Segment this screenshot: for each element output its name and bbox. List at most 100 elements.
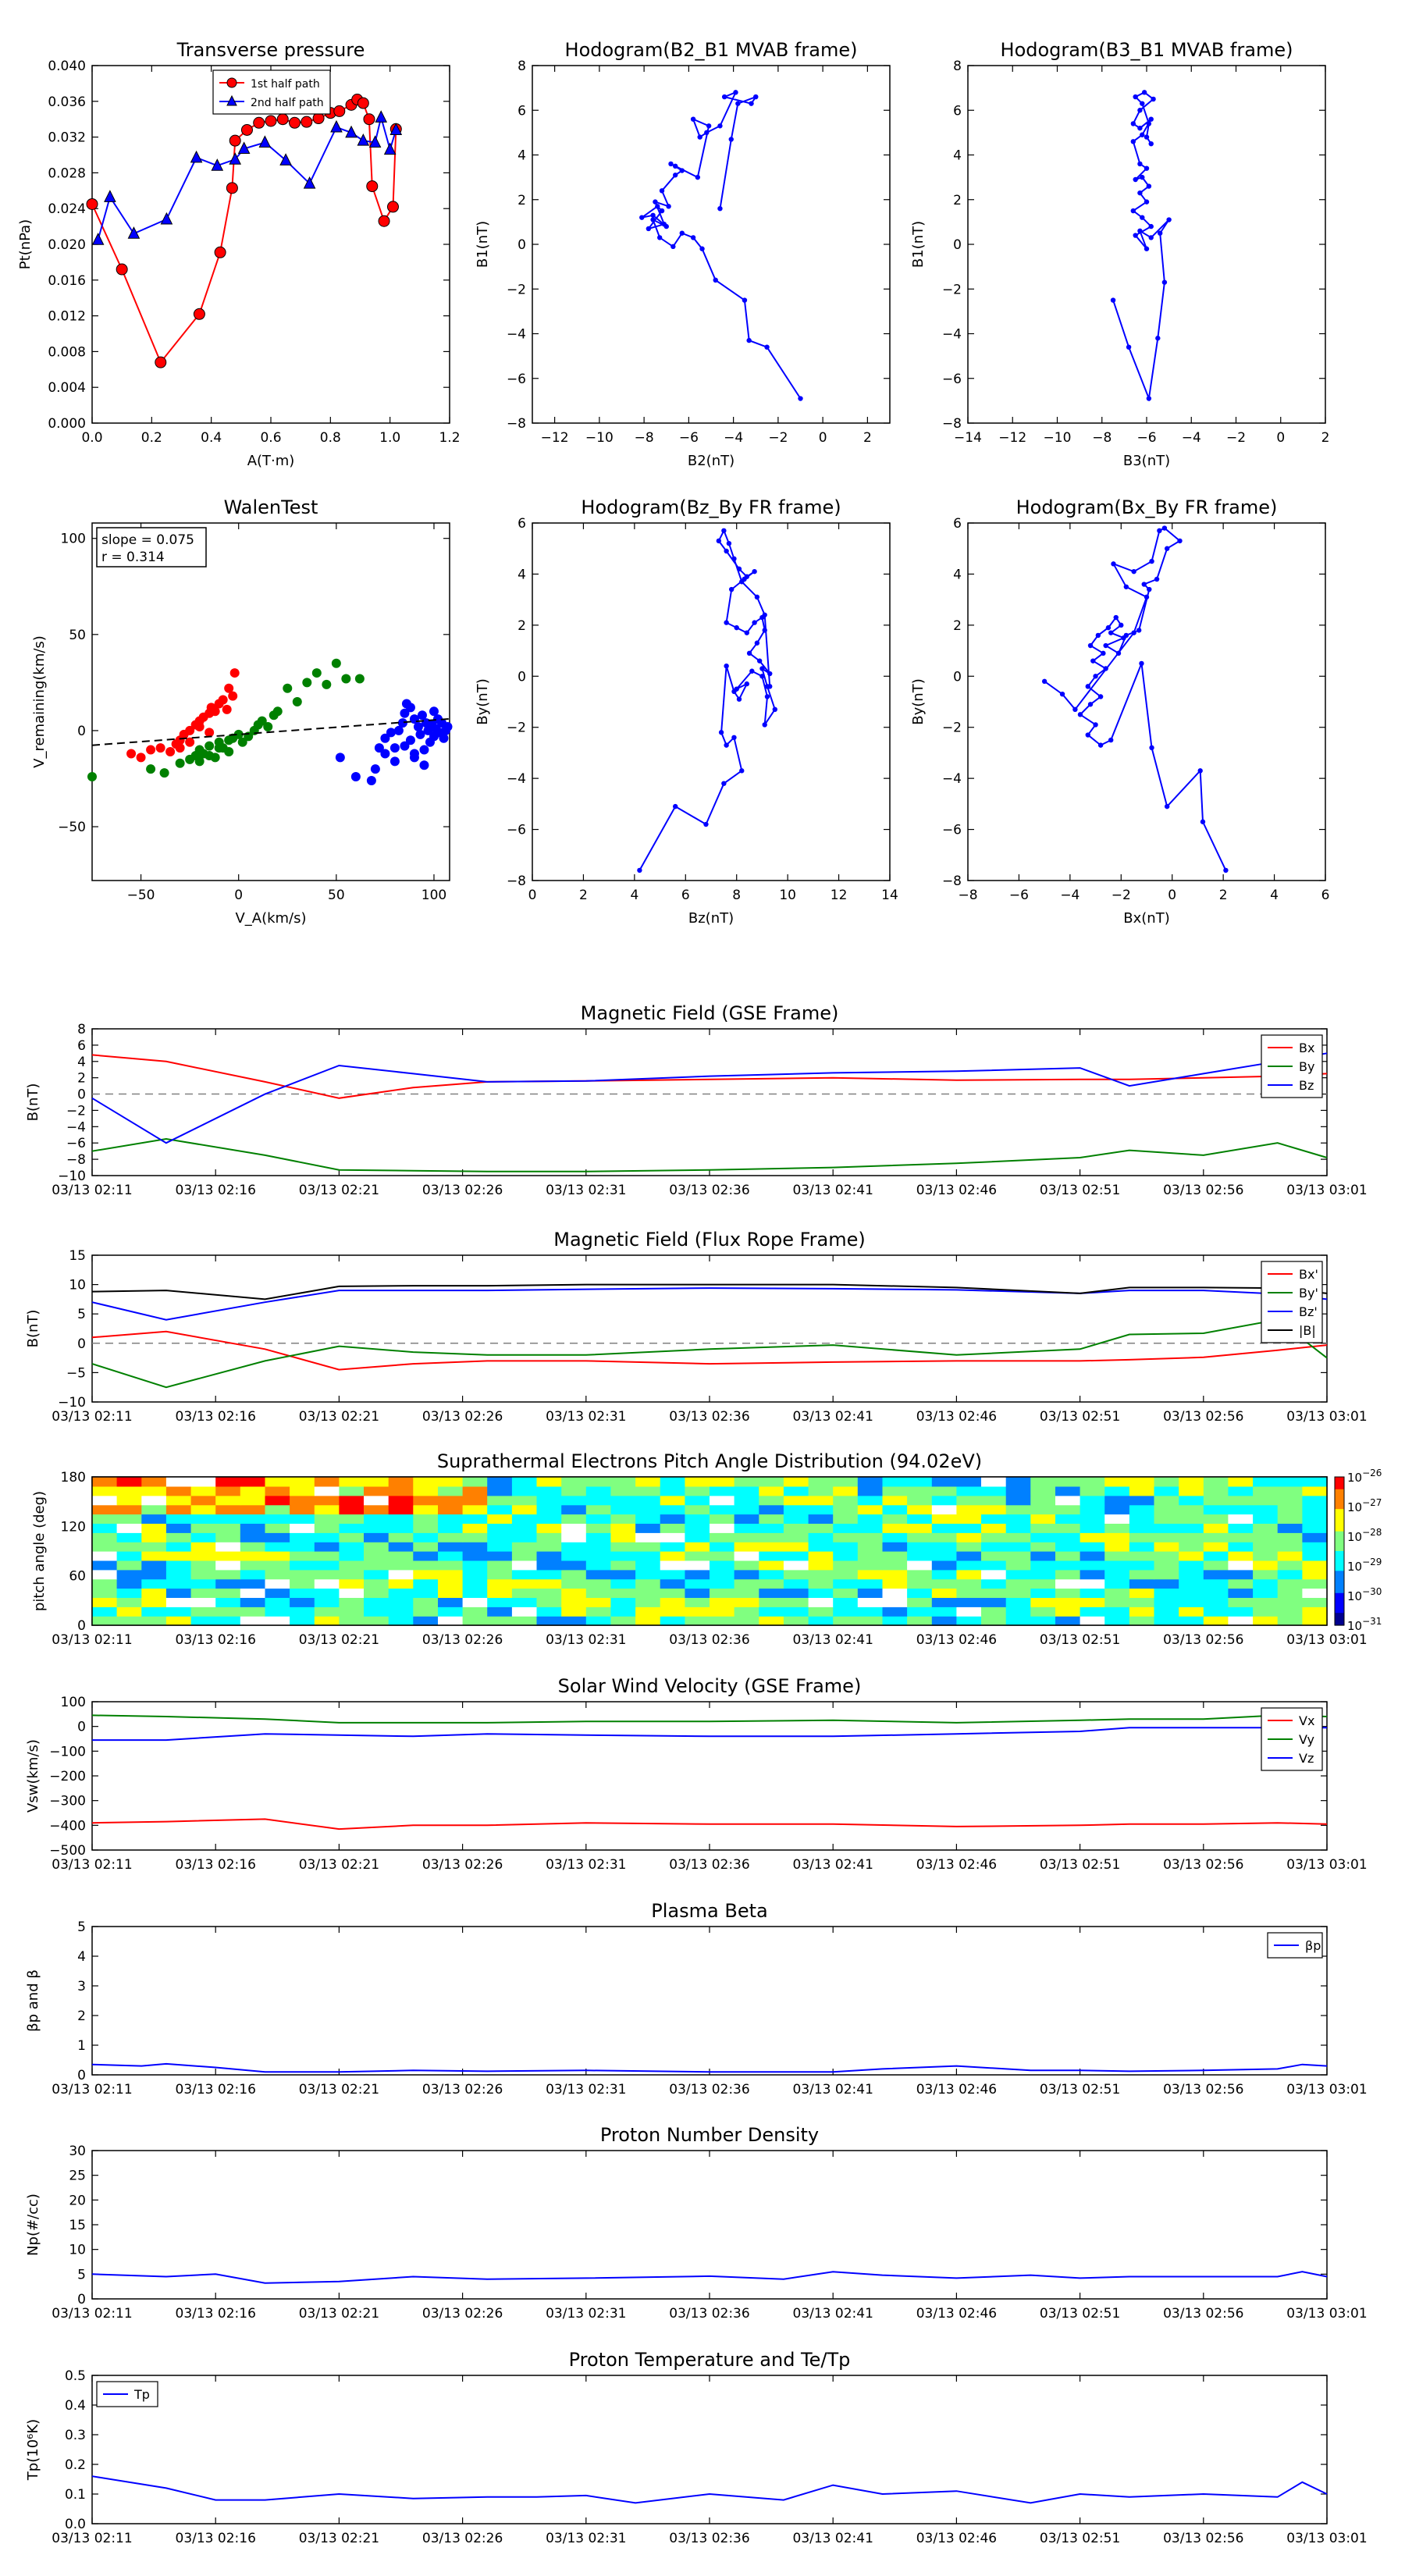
heatmap-cell bbox=[462, 1514, 488, 1524]
heatmap-cell bbox=[561, 1560, 587, 1571]
x-tick-label: 03/13 02:11 bbox=[52, 2082, 132, 2097]
heatmap-cell bbox=[339, 1560, 365, 1571]
heatmap-cell bbox=[116, 1616, 142, 1626]
y-tick-label: 3 bbox=[77, 1979, 86, 1994]
x-tick-label: −6 bbox=[679, 430, 699, 446]
heatmap-cell bbox=[364, 1578, 389, 1589]
data-point bbox=[655, 204, 660, 209]
heatmap-cell bbox=[536, 1551, 562, 1561]
heatmap-cell bbox=[1253, 1578, 1279, 1589]
colorbar-cell bbox=[1335, 1553, 1344, 1557]
heatmap-cell bbox=[165, 1569, 192, 1580]
heatmap-cell bbox=[857, 1588, 883, 1598]
x-tick-label: 03/13 02:46 bbox=[916, 1857, 997, 1873]
heatmap-cell bbox=[660, 1542, 685, 1552]
heatmap-cell bbox=[487, 1514, 513, 1524]
series-line-0 bbox=[1112, 91, 1170, 402]
chart-title: WalenTest bbox=[224, 496, 318, 518]
heatmap-cell bbox=[734, 1569, 759, 1580]
heatmap-cell bbox=[462, 1616, 488, 1626]
heatmap-cell bbox=[265, 1542, 290, 1552]
heatmap-cell bbox=[1277, 1616, 1303, 1626]
heatmap-cell bbox=[1030, 1504, 1056, 1515]
data-point bbox=[386, 201, 399, 213]
y-tick-label: −8 bbox=[66, 1152, 86, 1168]
data-point bbox=[380, 733, 390, 743]
heatmap-cell bbox=[1203, 1495, 1229, 1506]
x-tick-label: 03/13 02:26 bbox=[422, 2082, 503, 2097]
data-point bbox=[1123, 584, 1129, 589]
heatmap-cell bbox=[1030, 1551, 1056, 1561]
heatmap-cell bbox=[783, 1551, 809, 1561]
data-point bbox=[409, 749, 419, 759]
heatmap-cell bbox=[314, 1523, 340, 1533]
heatmap-cell bbox=[956, 1551, 982, 1561]
y-axis-label: pitch angle (deg) bbox=[31, 1491, 48, 1611]
data-point bbox=[764, 694, 770, 699]
heatmap-cell bbox=[1228, 1477, 1254, 1487]
chart-mag_fr: Magnetic Field (Flux Rope Frame) −10 −5 0 5 1… bbox=[25, 1229, 1368, 1425]
heatmap-cell bbox=[857, 1532, 883, 1542]
x-tick-label: 03/13 02:21 bbox=[299, 1857, 379, 1873]
heatmap-cell bbox=[1203, 1532, 1229, 1542]
heatmap-cell bbox=[882, 1551, 908, 1561]
heatmap-cell bbox=[141, 1477, 167, 1487]
heatmap-cell bbox=[857, 1477, 883, 1487]
legend-label: Vz bbox=[1299, 1751, 1314, 1766]
heatmap-cell bbox=[1154, 1588, 1179, 1598]
colorbar-cell bbox=[1335, 1501, 1344, 1505]
data-point bbox=[218, 695, 228, 705]
heatmap-cell bbox=[956, 1597, 982, 1607]
heatmap-cell bbox=[536, 1485, 562, 1496]
heatmap-cell bbox=[388, 1504, 414, 1515]
heatmap-cell bbox=[734, 1551, 759, 1561]
x-axis-label: Bz(nT) bbox=[688, 910, 734, 927]
heatmap-cell bbox=[215, 1588, 241, 1598]
heatmap-cell bbox=[931, 1542, 957, 1552]
heatmap-cell bbox=[165, 1504, 192, 1515]
heatmap-cell bbox=[413, 1532, 439, 1542]
heatmap-cell bbox=[165, 1485, 192, 1496]
data-point bbox=[718, 730, 724, 735]
y-tick-label: 2 bbox=[953, 618, 962, 634]
data-point bbox=[229, 668, 240, 678]
y-tick-label: 5 bbox=[77, 2267, 86, 2282]
data-point bbox=[333, 105, 346, 117]
y-tick-label: 0 bbox=[77, 1087, 86, 1103]
data-point bbox=[1223, 867, 1229, 873]
heatmap-cell bbox=[1080, 1588, 1105, 1598]
heatmap-cell bbox=[1253, 1532, 1279, 1542]
heatmap-cell bbox=[783, 1514, 809, 1524]
legend-box bbox=[1261, 1261, 1323, 1343]
heatmap-cell bbox=[660, 1532, 685, 1542]
heatmap-cell bbox=[165, 1597, 192, 1607]
heatmap-cell bbox=[1302, 1551, 1328, 1561]
heatmap-cell bbox=[462, 1477, 488, 1487]
y-tick-label: 0.012 bbox=[48, 309, 86, 325]
heatmap-cell bbox=[1129, 1597, 1155, 1607]
heatmap-cell bbox=[882, 1606, 908, 1617]
y-tick-label: 2 bbox=[518, 618, 526, 634]
x-tick-label: 10 bbox=[779, 888, 796, 903]
y-tick-label: 0.004 bbox=[48, 380, 86, 396]
heatmap-cell bbox=[339, 1578, 365, 1589]
heatmap-cell bbox=[190, 1514, 216, 1524]
data-point bbox=[160, 212, 173, 225]
heatmap-cell bbox=[561, 1616, 587, 1626]
heatmap-cell bbox=[1154, 1606, 1179, 1617]
chart-transverse: Transverse pressure 0.000 0.004 0.008 0.012 0… bbox=[17, 39, 461, 469]
data-point bbox=[1087, 702, 1094, 707]
heatmap-cell bbox=[1302, 1588, 1328, 1598]
heatmap-cell bbox=[116, 1569, 142, 1580]
colorbar-cell bbox=[1335, 1531, 1344, 1535]
heatmap-cell bbox=[1179, 1514, 1204, 1524]
heatmap-cell bbox=[92, 1495, 118, 1506]
data-point bbox=[175, 743, 185, 753]
heatmap-cell bbox=[1030, 1542, 1056, 1552]
heatmap-cell bbox=[783, 1569, 809, 1580]
data-point bbox=[650, 212, 656, 218]
data-point bbox=[1111, 561, 1116, 567]
annotation-box bbox=[96, 527, 207, 568]
heatmap-cell bbox=[364, 1523, 389, 1533]
